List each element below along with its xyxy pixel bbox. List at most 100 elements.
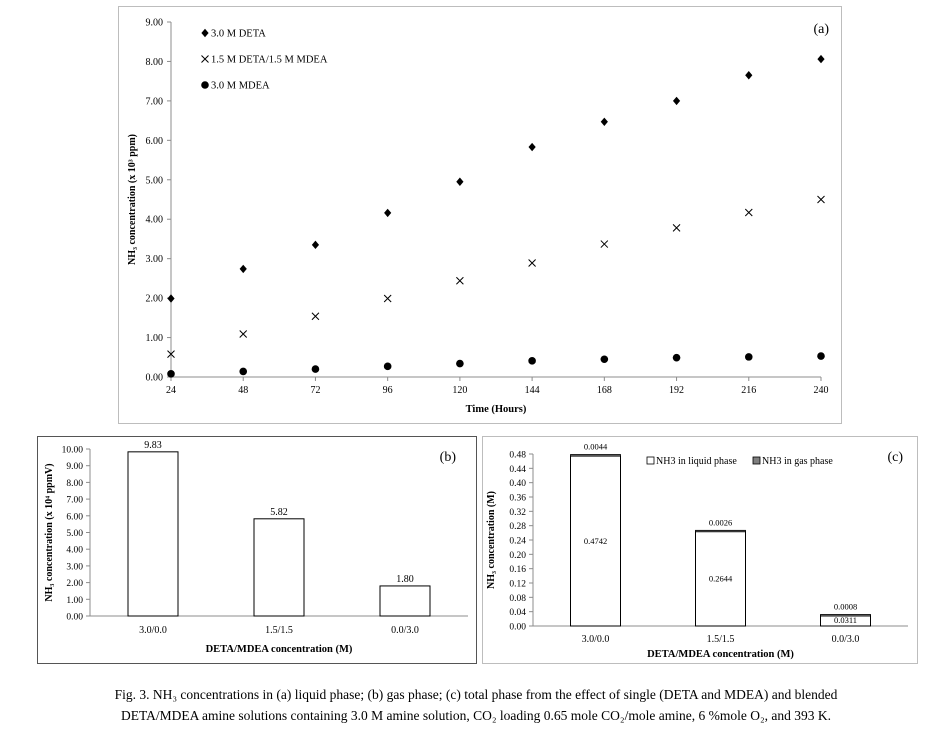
bar (379, 585, 431, 617)
panel-label-b: (b) (440, 450, 457, 465)
figure-caption-line-1: Fig. 3. NH₃ concentrations in (a) liquid… (114, 687, 838, 702)
x-tick-label: 120 (452, 385, 467, 396)
data-point (167, 350, 175, 358)
legend-label-liquid: NH3 in liquid phase (656, 456, 737, 467)
data-point (744, 208, 753, 217)
y-tick-label: 0.48 (509, 451, 526, 461)
y-tick-label: 5.00 (146, 175, 164, 186)
data-point (600, 240, 609, 248)
data-point (528, 142, 536, 152)
data-point (456, 276, 464, 285)
y-tick-label: 7.00 (66, 496, 83, 506)
x-axis-title: DETA/MDEA concentration (M) (206, 644, 353, 655)
legend-marker (201, 28, 209, 38)
data-point (745, 71, 753, 80)
x-tick-label: 1.5/1.5 (265, 625, 293, 636)
data-point (167, 370, 175, 378)
data-point (239, 367, 248, 376)
x-tick-label: 3.0/0.0 (139, 625, 167, 636)
legend-label: 3.0 M MDEA (211, 81, 270, 92)
legend-swatch-gas (752, 456, 761, 465)
y-tick-label: 10.00 (62, 446, 84, 456)
x-tick-label: 0.0/3.0 (832, 634, 860, 645)
panel-label-a: (a) (813, 22, 829, 37)
y-tick-label: 4.00 (66, 546, 83, 556)
chart-panel-c: 0.00 0.04 0.08 0.12 0.16 0.20 0.24 0.28 0.32 0.36… (482, 436, 918, 664)
y-tick-label: 0.00 (66, 613, 83, 623)
data-point (672, 96, 681, 106)
data-label-liquid: 0.0311 (834, 615, 857, 625)
legend-marker (201, 55, 209, 63)
data-point (528, 259, 536, 267)
x-tick-label: 216 (741, 385, 756, 396)
series-3 (167, 352, 825, 378)
bar-gas-phase (695, 529, 746, 533)
data-point (311, 365, 320, 373)
legend-marker (201, 81, 209, 89)
y-tick-label: 2.00 (146, 294, 164, 305)
y-tick-label: 0.36 (509, 494, 526, 504)
panel-label-c: (c) (887, 450, 903, 465)
legend-label: 1.5 M DETA/1.5 M MDEA (211, 55, 328, 66)
y-tick-label: 6.00 (146, 136, 164, 147)
data-point (456, 359, 464, 368)
legend-swatch-liquid (646, 456, 655, 465)
x-tick-label: 96 (383, 385, 393, 396)
bar-gas-phase (570, 454, 621, 457)
figure-caption-line-2: DETA/MDEA amine solutions containing 3.0… (120, 708, 832, 723)
y-tick-label: 0.00 (509, 623, 526, 633)
data-label-liquid: 0.2644 (709, 574, 733, 584)
y-tick-label: 1.00 (146, 333, 164, 344)
data-point (528, 357, 536, 365)
x-tick-label: 72 (310, 385, 320, 396)
x-tick-label: 192 (669, 385, 684, 396)
x-tick-label: 240 (814, 385, 829, 396)
data-point (600, 117, 608, 126)
y-tick-label: 0.28 (509, 522, 526, 532)
bar (127, 451, 179, 617)
y-tick-label: 7.00 (146, 96, 164, 107)
data-point (600, 355, 609, 364)
data-label-gas: 0.0008 (834, 602, 857, 612)
bar-gas-phase (820, 614, 871, 617)
series-2 (167, 195, 825, 358)
bar-chart-b: 0.00 1.00 2.00 3.00 4.00 5.00 6.00 7.00 8.00 9.00… (44, 440, 468, 655)
data-label: 1.80 (396, 574, 414, 585)
data-point (384, 208, 392, 218)
y-tick-label: 0.24 (509, 537, 526, 547)
y-tick-label: 0.40 (509, 479, 526, 489)
bar-liquid-phase (570, 455, 621, 627)
data-point (383, 294, 392, 303)
y-tick-label: 0.12 (509, 580, 526, 590)
y-tick-label: 0.00 (146, 373, 164, 384)
data-point (817, 195, 825, 204)
y-axis-title: NH₃ concentration (x 10⁴ ppmV) (44, 463, 55, 601)
data-label: 9.83 (144, 440, 162, 451)
y-tick-label: 1.00 (66, 596, 83, 606)
chart-panel-a: 0.00 1.00 2.00 3.00 4.00 5.00 6.00 7.00 8.00 9.00… (118, 6, 842, 424)
data-point (239, 264, 247, 274)
data-point (672, 224, 681, 232)
y-tick-label: 9.00 (146, 18, 164, 29)
legend-label: 3.0 M DETA (211, 29, 266, 40)
data-point (817, 352, 825, 360)
x-tick-label: 1.5/1.5 (707, 634, 735, 645)
x-tick-label: 3.0/0.0 (582, 634, 610, 645)
data-point (744, 353, 753, 361)
y-tick-label: 0.44 (509, 465, 526, 475)
data-point (383, 362, 392, 371)
data-label-gas: 0.0026 (709, 517, 732, 527)
y-tick-label: 3.00 (146, 254, 164, 265)
y-axis-title: NH₃ concentration (M) (486, 491, 497, 589)
y-tick-label: 6.00 (66, 512, 83, 522)
data-label: 5.82 (270, 507, 288, 518)
data-point (311, 240, 320, 250)
series-1 (167, 54, 825, 303)
x-tick-label: 24 (166, 385, 176, 396)
x-tick-label: 144 (525, 385, 540, 396)
data-point (672, 353, 681, 362)
y-tick-label: 3.00 (66, 562, 83, 572)
data-point (239, 330, 248, 338)
scatter-chart-a: 0.00 1.00 2.00 3.00 4.00 5.00 6.00 7.00 8.00 9.00… (127, 18, 829, 416)
legend-label-gas: NH3 in gas phase (762, 456, 833, 467)
